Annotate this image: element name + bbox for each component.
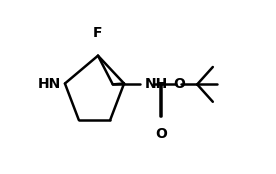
Text: NH: NH (145, 77, 168, 91)
Text: HN: HN (38, 77, 62, 90)
Text: O: O (156, 127, 168, 141)
Text: O: O (173, 77, 185, 91)
Text: F: F (93, 26, 103, 40)
